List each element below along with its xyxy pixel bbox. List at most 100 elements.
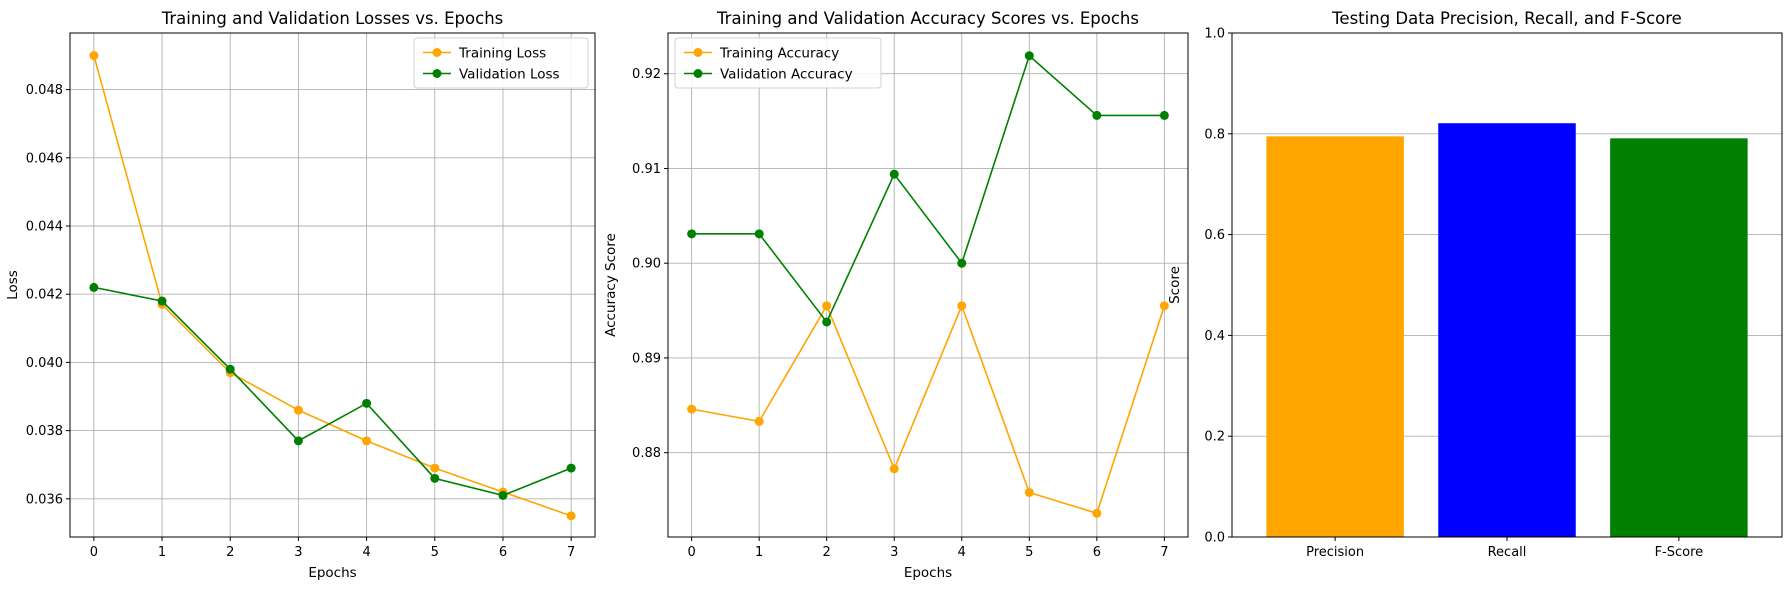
data-point [1092,110,1102,120]
bar-f-score [1610,138,1748,537]
chart-panel-1: 0.036 0.038 0.040 0.042 0.044 0.046 0.048 0 1 2 3 4… [5,9,596,581]
y-tick-label: 0.8 [1204,127,1225,142]
legend-label: Training Accuracy [719,46,839,62]
bar-recall [1438,123,1576,537]
x-tick-label: 7 [567,545,575,560]
data-point [89,282,99,292]
x-tick-label: 5 [1025,545,1033,560]
x-tick-label: 0 [90,545,98,560]
data-point [687,229,697,239]
y-tick-label: 0.046 [26,151,63,166]
y-tick-label: 0.4 [1204,329,1225,344]
x-tick-label: 4 [958,545,966,560]
legend-entry: Validation Loss [423,67,560,83]
data-point [430,473,440,483]
y-tick-label: 0.036 [26,492,63,507]
grid-lines [70,33,595,537]
x-tick-label: 6 [499,545,507,560]
y-tick-label: 1.0 [1204,27,1225,42]
x-tick-label: 2 [226,545,234,560]
series-line [93,286,572,497]
series-validation-accuracy [687,51,1169,327]
data-point [822,317,832,327]
series-validation-loss [89,282,576,500]
bar-precision [1266,136,1404,537]
y-tick-label: 0.0 [1204,531,1225,546]
x-axis-label: Epochs [308,565,356,581]
legend: Training Loss Validation Loss [413,37,589,89]
legend-label: Validation Loss [459,67,560,83]
legend-marker [693,48,703,57]
x-axis-label: Epochs [904,565,952,581]
x-tick-label: 5 [431,545,439,560]
data-point [1092,508,1102,518]
series-line [691,303,1166,515]
data-point [430,463,440,473]
chart-title: Testing Data Precision, Recall, and F-Sc… [1331,9,1682,28]
y-tick-label: 0.044 [26,220,63,235]
legend-label: Training Loss [458,46,546,62]
legend-marker [693,69,703,78]
x-tick-label: 1 [158,545,166,560]
data-point [754,229,764,239]
x-tick-label: Precision [1306,545,1364,560]
data-point [293,436,303,446]
x-tick-label: 4 [362,545,370,560]
data-point [822,301,832,311]
y-tick-label: 0.90 [632,257,661,272]
data-point [362,436,372,446]
series-training-accuracy [687,301,1169,518]
chart-title: Training and Validation Accuracy Scores … [716,9,1139,28]
axes-frame [667,32,1189,538]
data-point [157,296,167,306]
x-tick-label: Recall [1488,545,1527,560]
y-tick-label: 0.89 [632,351,661,366]
data-point [362,398,372,408]
data-point [89,51,99,61]
legend: Training Accuracy Validation Accuracy [674,37,882,89]
y-tick-label: 0.040 [26,356,63,371]
axes-frame [69,32,596,538]
data-point [687,404,697,414]
data-point [1159,301,1169,311]
y-tick-label: 0.6 [1204,228,1225,243]
chart-panel-3: 0.0 0.2 0.4 0.6 0.8 1.0 Precision Recall F-Score… [1167,9,1783,560]
y-tick-label: 0.91 [632,162,661,177]
y-axis-label: Accuracy Score [603,233,619,337]
data-point [957,301,967,311]
data-point [754,416,764,426]
y-axis-label: Loss [5,270,21,300]
legend-marker [432,48,442,57]
y-tick-label: 0.2 [1204,430,1225,445]
legend-marker [432,69,442,78]
chart-title: Training and Validation Losses vs. Epoch… [161,9,504,28]
x-tick-label: 7 [1160,545,1168,560]
legend-entry: Training Accuracy [684,46,839,62]
data-point [1024,51,1034,61]
y-tick-label: 0.88 [632,446,661,461]
data-point [293,405,303,415]
data-point [957,258,967,268]
series-line [93,55,572,517]
data-point [498,490,508,500]
x-tick-label: 6 [1093,545,1101,560]
data-point [566,511,576,521]
legend-entry: Validation Accuracy [684,67,853,83]
data-point [1159,110,1169,120]
x-tick-label: 3 [294,545,302,560]
y-axis-label: Score [1167,266,1183,304]
legend-entry: Training Loss [423,46,546,62]
data-point [889,464,899,474]
legend-label: Validation Accuracy [720,67,853,83]
legend-box [413,37,589,89]
x-tick-label: 0 [687,545,695,560]
data-point [566,463,576,473]
y-tick-label: 0.042 [26,288,63,303]
x-tick-label: F-Score [1655,545,1704,560]
y-tick-label: 0.92 [632,67,661,82]
y-tick-label: 0.038 [26,424,63,439]
x-tick-label: 3 [890,545,898,560]
series-line [691,54,1165,324]
chart-panel-2: 0.88 0.89 0.90 0.91 0.92 0 1 2 3 4 5 6 7 Training and… [603,9,1189,581]
